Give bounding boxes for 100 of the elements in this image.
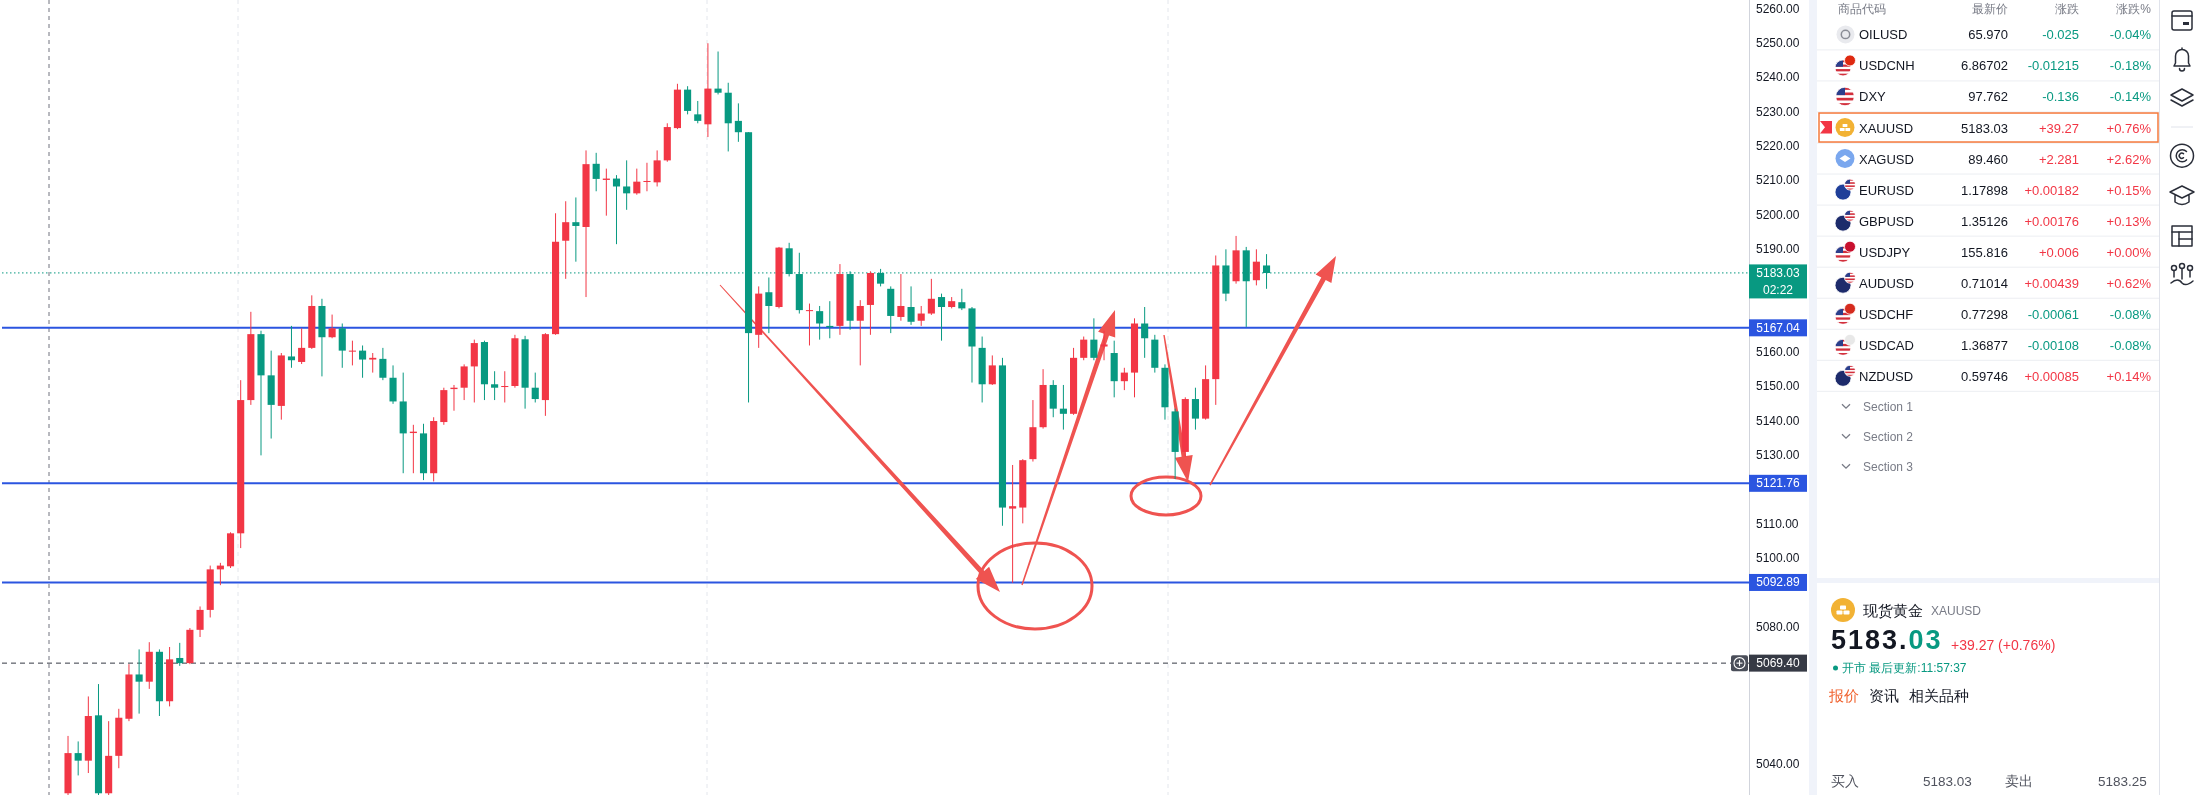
candlestick (287, 325, 296, 369)
text: -0.08% (2109, 337, 2152, 353)
text: Section 1 (1863, 399, 1914, 414)
candlestick (369, 352, 377, 374)
text: +0.00176 (2024, 213, 2079, 229)
text: -0.18% (2109, 57, 2152, 73)
candlestick (176, 642, 184, 667)
ref-line-label: 5183.03 02:22 (1756, 265, 1801, 297)
ref-line-label: 5167.04 (1756, 320, 1801, 335)
candlestick (1191, 387, 1199, 431)
y-tick-label: 5200.00 (1756, 207, 1800, 222)
candlestick (1009, 464, 1017, 584)
candlestick (907, 285, 915, 326)
candlestick (684, 85, 692, 115)
text: XAGUSD (1859, 151, 1914, 167)
y-tick-label: 5100.00 (1756, 551, 1800, 566)
candlestick (1049, 379, 1057, 418)
text: 155.816 (1961, 244, 2008, 260)
text: +0.76% (2106, 120, 2152, 136)
candlestick (643, 162, 651, 192)
text: 0.59746 (1961, 368, 2008, 384)
text: 报价 (1828, 688, 1859, 704)
text: GBPUSD (1859, 213, 1914, 229)
candlestick (1252, 248, 1260, 286)
candlestick (623, 159, 631, 211)
text: 涨跌 (2055, 2, 2079, 16)
candlestick (816, 305, 824, 341)
text: +0.13% (2106, 213, 2152, 229)
y-tick-label: 5130.00 (1756, 448, 1800, 463)
candlestick (1090, 317, 1098, 361)
text: OILUSD (1859, 26, 1908, 42)
candlestick (765, 276, 773, 334)
y-tick-label: 5230.00 (1756, 104, 1800, 119)
candlestick (734, 102, 742, 143)
y-tick-label: 5260.00 (1756, 1, 1800, 16)
y-tick-label: 5110.00 (1756, 516, 1799, 531)
y-tick-label: 5140.00 (1756, 413, 1800, 428)
text: 0.77298 (1961, 306, 2008, 322)
candlestick (348, 340, 356, 366)
text: +0.14% (2106, 368, 2152, 384)
text: XAUUSD (1931, 604, 1982, 618)
candlestick (805, 303, 814, 346)
text: +0.00439 (2024, 275, 2079, 291)
text: +39.27 (+0.76%) (1951, 637, 2056, 653)
text: -0.04% (2109, 26, 2152, 42)
candlestick (937, 293, 946, 342)
text: 1.36877 (1961, 337, 2008, 353)
text: 6.86702 (1961, 57, 2008, 73)
text: EURUSD (1859, 182, 1914, 198)
candlestick (338, 322, 346, 369)
candlestick (562, 200, 570, 280)
text: USDJPY (1859, 244, 1911, 260)
candlestick (653, 149, 661, 187)
text: 5183.03 (1831, 625, 1943, 655)
candlestick (694, 100, 702, 124)
text: +39.27 (2038, 120, 2079, 136)
text: USDCAD (1859, 337, 1914, 353)
candlestick (460, 363, 468, 401)
text: AUDUSD (1859, 275, 1914, 291)
candlestick (1120, 367, 1128, 391)
ref-line-label: 5069.40 (1756, 656, 1801, 671)
text: +0.00% (2106, 244, 2152, 260)
candlestick (135, 648, 143, 715)
text: -0.08% (2109, 306, 2152, 322)
y-tick-label: 5250.00 (1756, 35, 1800, 50)
text: 97.762 (1968, 88, 2008, 104)
text: 89.460 (1968, 151, 2008, 167)
text: -0.01215 (2027, 57, 2079, 73)
candlestick (1059, 384, 1067, 431)
text: 现货黄金 (1863, 601, 1923, 619)
candlestick (1100, 330, 1108, 361)
candlestick (917, 305, 925, 327)
y-tick-label: 5190.00 (1756, 241, 1800, 256)
candlestick (714, 51, 722, 95)
y-tick-label: 5040.00 (1756, 757, 1800, 772)
text: USDCHF (1859, 306, 1914, 322)
candlestick (958, 288, 966, 311)
text: 开市 最后更新:11:57:37 (1842, 661, 1967, 675)
y-tick-label: 5240.00 (1756, 70, 1800, 85)
candlestick (470, 339, 478, 403)
text: 5183.25 (2098, 773, 2147, 789)
candlestick (531, 372, 539, 403)
text: XAUUSD (1859, 120, 1914, 136)
text: 65.970 (1968, 26, 2008, 42)
text: NZDUSD (1859, 368, 1914, 384)
text: 卖出 (2005, 773, 2033, 789)
candlestick (1080, 336, 1088, 361)
ref-line-label: 5092.89 (1756, 575, 1801, 590)
text: -0.14% (2109, 88, 2152, 104)
text: 商品代码 (1838, 2, 1886, 16)
candlestick (897, 273, 905, 322)
y-tick-label: 5160.00 (1756, 345, 1800, 359)
text: Section 2 (1863, 429, 1914, 444)
candlestick (298, 327, 306, 365)
text: 涨跌% (2116, 2, 2152, 16)
text: Section 3 (1863, 459, 1914, 474)
candlestick (328, 314, 336, 339)
text: +0.006 (2038, 244, 2079, 260)
text: +0.00182 (2024, 182, 2079, 198)
candlestick (389, 364, 397, 405)
